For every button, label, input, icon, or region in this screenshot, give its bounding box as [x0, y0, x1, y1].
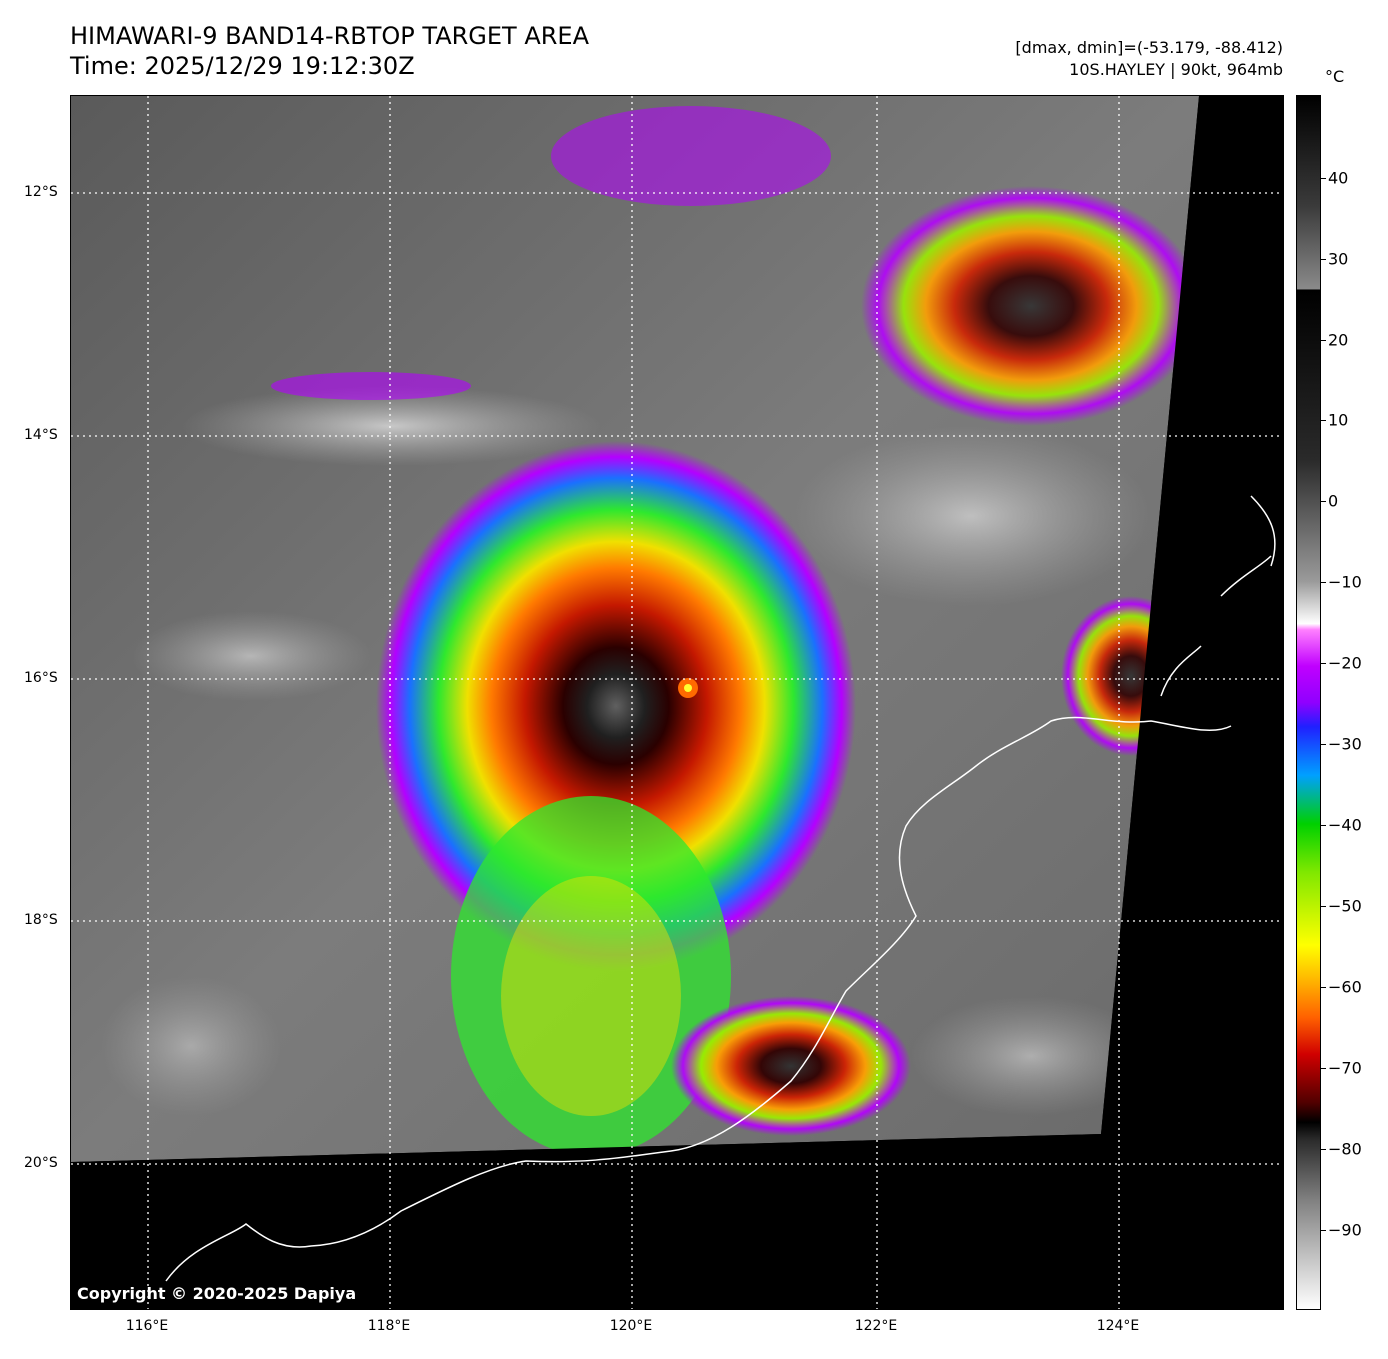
lat-label-20s: 20°S	[24, 1155, 58, 1171]
cbar-label-30: 30	[1328, 249, 1349, 269]
cbar-label-m40: −40	[1328, 815, 1362, 835]
lat-label-14s: 14°S	[24, 427, 58, 443]
lat-label-16s: 16°S	[24, 670, 58, 686]
cyclone-hayley	[376, 441, 911, 1156]
lon-label-124e: 124°E	[1096, 1318, 1140, 1334]
no-data-area	[71, 96, 1283, 1309]
satellite-map: Copyright © 2020-2025 Dapiya	[70, 95, 1284, 1310]
copyright-text: Copyright © 2020-2025 Dapiya	[77, 1284, 357, 1303]
coastline	[165, 495, 1276, 1282]
colorbar-unit: °C	[1325, 67, 1345, 86]
dmax-dmin-text: [dmax, dmin]=(-53.179, -88.412)	[1015, 38, 1283, 57]
chart-time: Time: 2025/12/29 19:12:30Z	[70, 52, 415, 80]
cbar-label-40: 40	[1328, 168, 1349, 188]
cbar-label-m10: −10	[1328, 572, 1362, 592]
colorbar	[1296, 95, 1321, 1310]
lat-label-18s: 18°S	[24, 912, 58, 928]
lon-label-122e: 122°E	[854, 1318, 898, 1334]
lon-label-120e: 120°E	[609, 1318, 653, 1334]
graticule	[71, 96, 1283, 1309]
chart-title: HIMAWARI-9 BAND14-RBTOP TARGET AREA	[70, 22, 590, 50]
storm-info-text: 10S.HAYLEY | 90kt, 964mb	[1069, 60, 1283, 79]
cbar-label-m50: −50	[1328, 896, 1362, 916]
lon-label-116e: 116°E	[125, 1318, 169, 1334]
cbar-label-m30: −30	[1328, 734, 1362, 754]
cbar-label-m20: −20	[1328, 653, 1362, 673]
cbar-label-m80: −80	[1328, 1139, 1362, 1159]
lat-label-12s: 12°S	[24, 184, 58, 200]
cbar-label-m60: −60	[1328, 977, 1362, 997]
cbar-label-10: 10	[1328, 410, 1349, 430]
cbar-label-m70: −70	[1328, 1058, 1362, 1078]
cbar-label-0: 0	[1328, 491, 1339, 511]
satellite-imagery	[71, 96, 1283, 1309]
lon-label-118e: 118°E	[367, 1318, 411, 1334]
northern-convection	[861, 186, 1201, 426]
cbar-label-m90: −90	[1328, 1220, 1362, 1240]
cbar-label-20: 20	[1328, 330, 1349, 350]
